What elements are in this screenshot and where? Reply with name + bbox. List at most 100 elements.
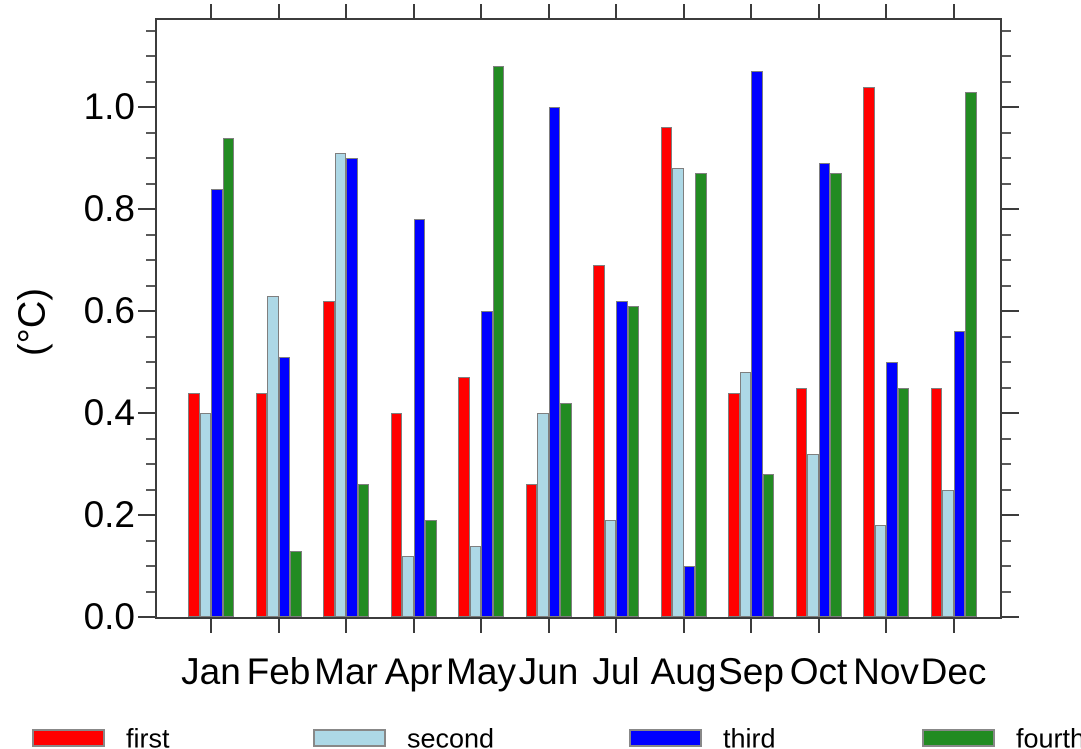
y-axis-minor-tick	[146, 233, 155, 236]
bar-mar-second	[334, 152, 346, 617]
y-axis-major-tick	[138, 616, 155, 618]
x-axis-tick-label: Jan	[181, 651, 241, 692]
bar-may-third	[481, 311, 493, 617]
x-axis-bottom-tick	[885, 619, 887, 633]
bar-nov-second	[874, 525, 886, 617]
bar-jul-third	[616, 300, 628, 617]
bar-jan-first	[188, 392, 200, 617]
bar-dec-second	[942, 489, 954, 617]
legend-label-first: first	[126, 723, 170, 749]
legend-swatch-second	[313, 729, 386, 747]
x-axis-bottom-tick	[412, 619, 415, 633]
legend-swatch-fourth	[922, 729, 995, 747]
bar-nov-first	[863, 86, 875, 617]
bar-dec-third	[953, 331, 965, 617]
bar-apr-third	[413, 219, 425, 617]
x-axis-tick-label: Jul	[592, 651, 640, 692]
y-axis-major-tick	[138, 412, 155, 414]
x-axis-bottom-tick	[547, 619, 550, 633]
x-axis-bottom-tick	[277, 619, 280, 633]
x-axis-top-tick	[682, 4, 685, 18]
x-axis-tick-label: Mar	[314, 651, 378, 692]
x-axis-tick-label: Feb	[246, 651, 311, 692]
y-axis-minor-tick	[1002, 131, 1011, 134]
y-axis-tick-label: 0.2	[83, 494, 135, 535]
bar-aug-third	[683, 566, 695, 617]
y-axis-major-tick	[1002, 412, 1019, 414]
bar-feb-first	[255, 392, 267, 617]
y-axis-minor-tick	[146, 182, 155, 185]
bar-may-first	[458, 377, 470, 617]
bar-aug-fourth	[695, 173, 707, 617]
bar-sep-first	[728, 392, 740, 617]
y-axis-major-tick	[1002, 616, 1019, 618]
bar-oct-third	[818, 163, 830, 617]
x-axis-bottom-tick	[682, 619, 685, 633]
bar-nov-third	[886, 362, 898, 617]
bar-aug-second	[672, 168, 684, 617]
y-axis-minor-tick	[146, 590, 155, 593]
legend-label-second: second	[407, 723, 495, 749]
x-axis-top-tick	[480, 4, 482, 18]
x-axis-top-tick	[750, 4, 752, 18]
x-axis-tick-label: Jun	[518, 651, 579, 692]
bar-dec-fourth	[965, 91, 977, 617]
y-axis-minor-tick	[1002, 284, 1011, 287]
legend-label-fourth: fourth	[1016, 723, 1081, 749]
y-axis-minor-tick	[1002, 565, 1011, 567]
bar-apr-fourth	[425, 520, 437, 617]
bar-jun-second	[537, 413, 549, 617]
bar-jul-second	[604, 520, 616, 617]
x-axis-bottom-tick	[817, 619, 820, 633]
bar-jul-fourth	[627, 305, 639, 617]
y-axis-minor-tick	[1002, 259, 1011, 261]
bar-may-second	[469, 545, 481, 617]
x-axis-top-tick	[412, 4, 415, 18]
y-axis-major-tick	[1002, 310, 1019, 312]
x-axis-tick-label: Oct	[789, 651, 848, 692]
y-axis-major-tick	[138, 106, 155, 108]
bar-jan-fourth	[222, 137, 234, 617]
x-axis-bottom-tick	[952, 619, 955, 633]
y-axis-tick-label: 0.6	[83, 290, 135, 331]
bar-oct-first	[795, 387, 807, 617]
x-axis-bottom-tick	[480, 619, 482, 633]
x-axis-top-tick	[277, 4, 280, 18]
y-axis-minor-tick	[1002, 80, 1011, 83]
bar-oct-fourth	[830, 173, 842, 617]
x-axis-tick-label: Nov	[853, 651, 919, 692]
y-axis-minor-tick	[146, 539, 155, 542]
x-axis-top-tick	[817, 4, 820, 18]
bar-apr-second	[402, 555, 414, 617]
y-axis-minor-tick	[1002, 463, 1011, 465]
x-axis-tick-label: Apr	[384, 651, 443, 692]
y-axis-minor-tick	[1002, 55, 1011, 57]
y-axis-tick-label: 0.0	[83, 596, 135, 637]
bar-sep-third	[751, 71, 763, 617]
y-axis-minor-tick	[1002, 590, 1011, 593]
y-axis-major-tick	[1002, 208, 1019, 210]
bar-feb-second	[267, 295, 279, 617]
bar-jul-first	[593, 265, 605, 617]
x-axis-top-tick	[210, 4, 212, 18]
y-axis-minor-tick	[146, 386, 155, 389]
x-axis-top-tick	[547, 4, 550, 18]
y-axis-minor-tick	[146, 488, 155, 491]
y-axis-minor-tick	[146, 131, 155, 134]
bar-sep-fourth	[762, 474, 774, 617]
bar-feb-fourth	[290, 550, 302, 617]
y-axis-minor-tick	[1002, 233, 1011, 236]
y-axis-major-tick	[1002, 106, 1019, 108]
x-axis-bottom-tick	[210, 619, 212, 633]
bar-oct-second	[807, 453, 819, 617]
legend-label-third: third	[723, 723, 776, 749]
x-axis-top-tick	[615, 4, 617, 18]
bar-mar-third	[346, 158, 358, 617]
y-axis-minor-tick	[1002, 29, 1011, 32]
y-axis-minor-tick	[146, 29, 155, 32]
y-axis-minor-tick	[1002, 488, 1011, 491]
y-axis-minor-tick	[146, 55, 155, 57]
x-axis-tick-label: Sep	[718, 651, 784, 692]
bar-jan-second	[199, 413, 211, 617]
